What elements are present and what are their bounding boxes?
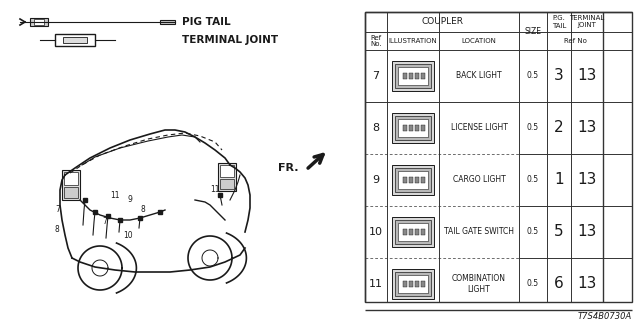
- Bar: [415, 281, 419, 287]
- Bar: [398, 275, 428, 293]
- Bar: [365, 12, 632, 302]
- Bar: [392, 217, 434, 247]
- Text: PIG TAIL: PIG TAIL: [182, 17, 230, 27]
- Bar: [403, 177, 407, 183]
- Text: 13: 13: [577, 172, 596, 188]
- Text: 13: 13: [577, 225, 596, 239]
- Text: COUPLER: COUPLER: [421, 18, 463, 27]
- Text: 10: 10: [123, 230, 133, 239]
- Text: 6: 6: [554, 276, 564, 292]
- Bar: [398, 223, 428, 241]
- Text: 9: 9: [372, 175, 380, 185]
- Text: FR.: FR.: [278, 163, 298, 173]
- Bar: [64, 172, 78, 185]
- Bar: [415, 73, 419, 79]
- Text: T7S4B0730A: T7S4B0730A: [578, 312, 632, 320]
- Bar: [392, 61, 434, 91]
- Text: COMBINATION
LIGHT: COMBINATION LIGHT: [452, 274, 506, 294]
- Text: 2: 2: [554, 121, 564, 135]
- Bar: [220, 179, 234, 189]
- Text: 8: 8: [372, 123, 380, 133]
- Bar: [55, 34, 95, 46]
- Bar: [392, 165, 434, 195]
- Bar: [409, 229, 413, 235]
- Text: LICENSE LIGHT: LICENSE LIGHT: [451, 124, 508, 132]
- Bar: [421, 125, 425, 131]
- Bar: [403, 281, 407, 287]
- Text: 9: 9: [127, 196, 132, 204]
- Text: CARGO LIGHT: CARGO LIGHT: [452, 175, 506, 185]
- Bar: [415, 177, 419, 183]
- Bar: [395, 64, 431, 88]
- Text: 7: 7: [372, 71, 380, 81]
- Bar: [30, 18, 48, 26]
- Bar: [63, 37, 87, 43]
- Text: TERMINAL JOINT: TERMINAL JOINT: [182, 35, 278, 45]
- Bar: [398, 171, 428, 189]
- Bar: [398, 67, 428, 85]
- Bar: [415, 125, 419, 131]
- Bar: [62, 170, 80, 200]
- Bar: [403, 229, 407, 235]
- Bar: [421, 281, 425, 287]
- Bar: [409, 125, 413, 131]
- Text: BACK LIGHT: BACK LIGHT: [456, 71, 502, 81]
- Text: 8: 8: [54, 226, 60, 235]
- Bar: [421, 73, 425, 79]
- Bar: [34, 19, 44, 25]
- Text: 5: 5: [554, 225, 564, 239]
- Text: TAIL GATE SWITCH: TAIL GATE SWITCH: [444, 228, 514, 236]
- Text: LOCATION: LOCATION: [461, 38, 497, 44]
- Text: 13: 13: [577, 276, 596, 292]
- Text: Ref
No.: Ref No.: [370, 35, 382, 47]
- Text: TERMINAL
JOINT: TERMINAL JOINT: [570, 15, 605, 28]
- Text: 11: 11: [110, 190, 120, 199]
- Bar: [409, 73, 413, 79]
- Text: 10: 10: [369, 227, 383, 237]
- Text: 0.5: 0.5: [527, 228, 539, 236]
- Text: 1: 1: [554, 172, 564, 188]
- Text: 11: 11: [369, 279, 383, 289]
- Text: 13: 13: [577, 68, 596, 84]
- Bar: [220, 165, 234, 177]
- Bar: [415, 229, 419, 235]
- Text: 8: 8: [141, 205, 145, 214]
- Bar: [409, 177, 413, 183]
- Text: 7: 7: [56, 205, 60, 214]
- Bar: [395, 220, 431, 244]
- Text: 11: 11: [211, 186, 220, 195]
- Bar: [395, 168, 431, 192]
- Bar: [64, 187, 78, 198]
- Bar: [421, 177, 425, 183]
- Text: 0.5: 0.5: [527, 124, 539, 132]
- Text: 3: 3: [554, 68, 564, 84]
- Bar: [409, 281, 413, 287]
- Bar: [395, 272, 431, 296]
- Bar: [392, 269, 434, 299]
- Text: 13: 13: [577, 121, 596, 135]
- Text: 7: 7: [102, 218, 108, 227]
- Bar: [160, 20, 175, 24]
- Text: Ref No: Ref No: [564, 38, 586, 44]
- Text: ILLUSTRATION: ILLUSTRATION: [388, 38, 437, 44]
- Text: P.G.
TAIL: P.G. TAIL: [552, 15, 566, 28]
- Bar: [421, 229, 425, 235]
- Text: 0.5: 0.5: [527, 279, 539, 289]
- Bar: [398, 119, 428, 137]
- Text: SIZE: SIZE: [525, 27, 541, 36]
- Bar: [392, 113, 434, 143]
- Bar: [403, 125, 407, 131]
- Bar: [403, 73, 407, 79]
- Text: 0.5: 0.5: [527, 71, 539, 81]
- Bar: [395, 116, 431, 140]
- Text: 0.5: 0.5: [527, 175, 539, 185]
- Bar: [218, 163, 236, 191]
